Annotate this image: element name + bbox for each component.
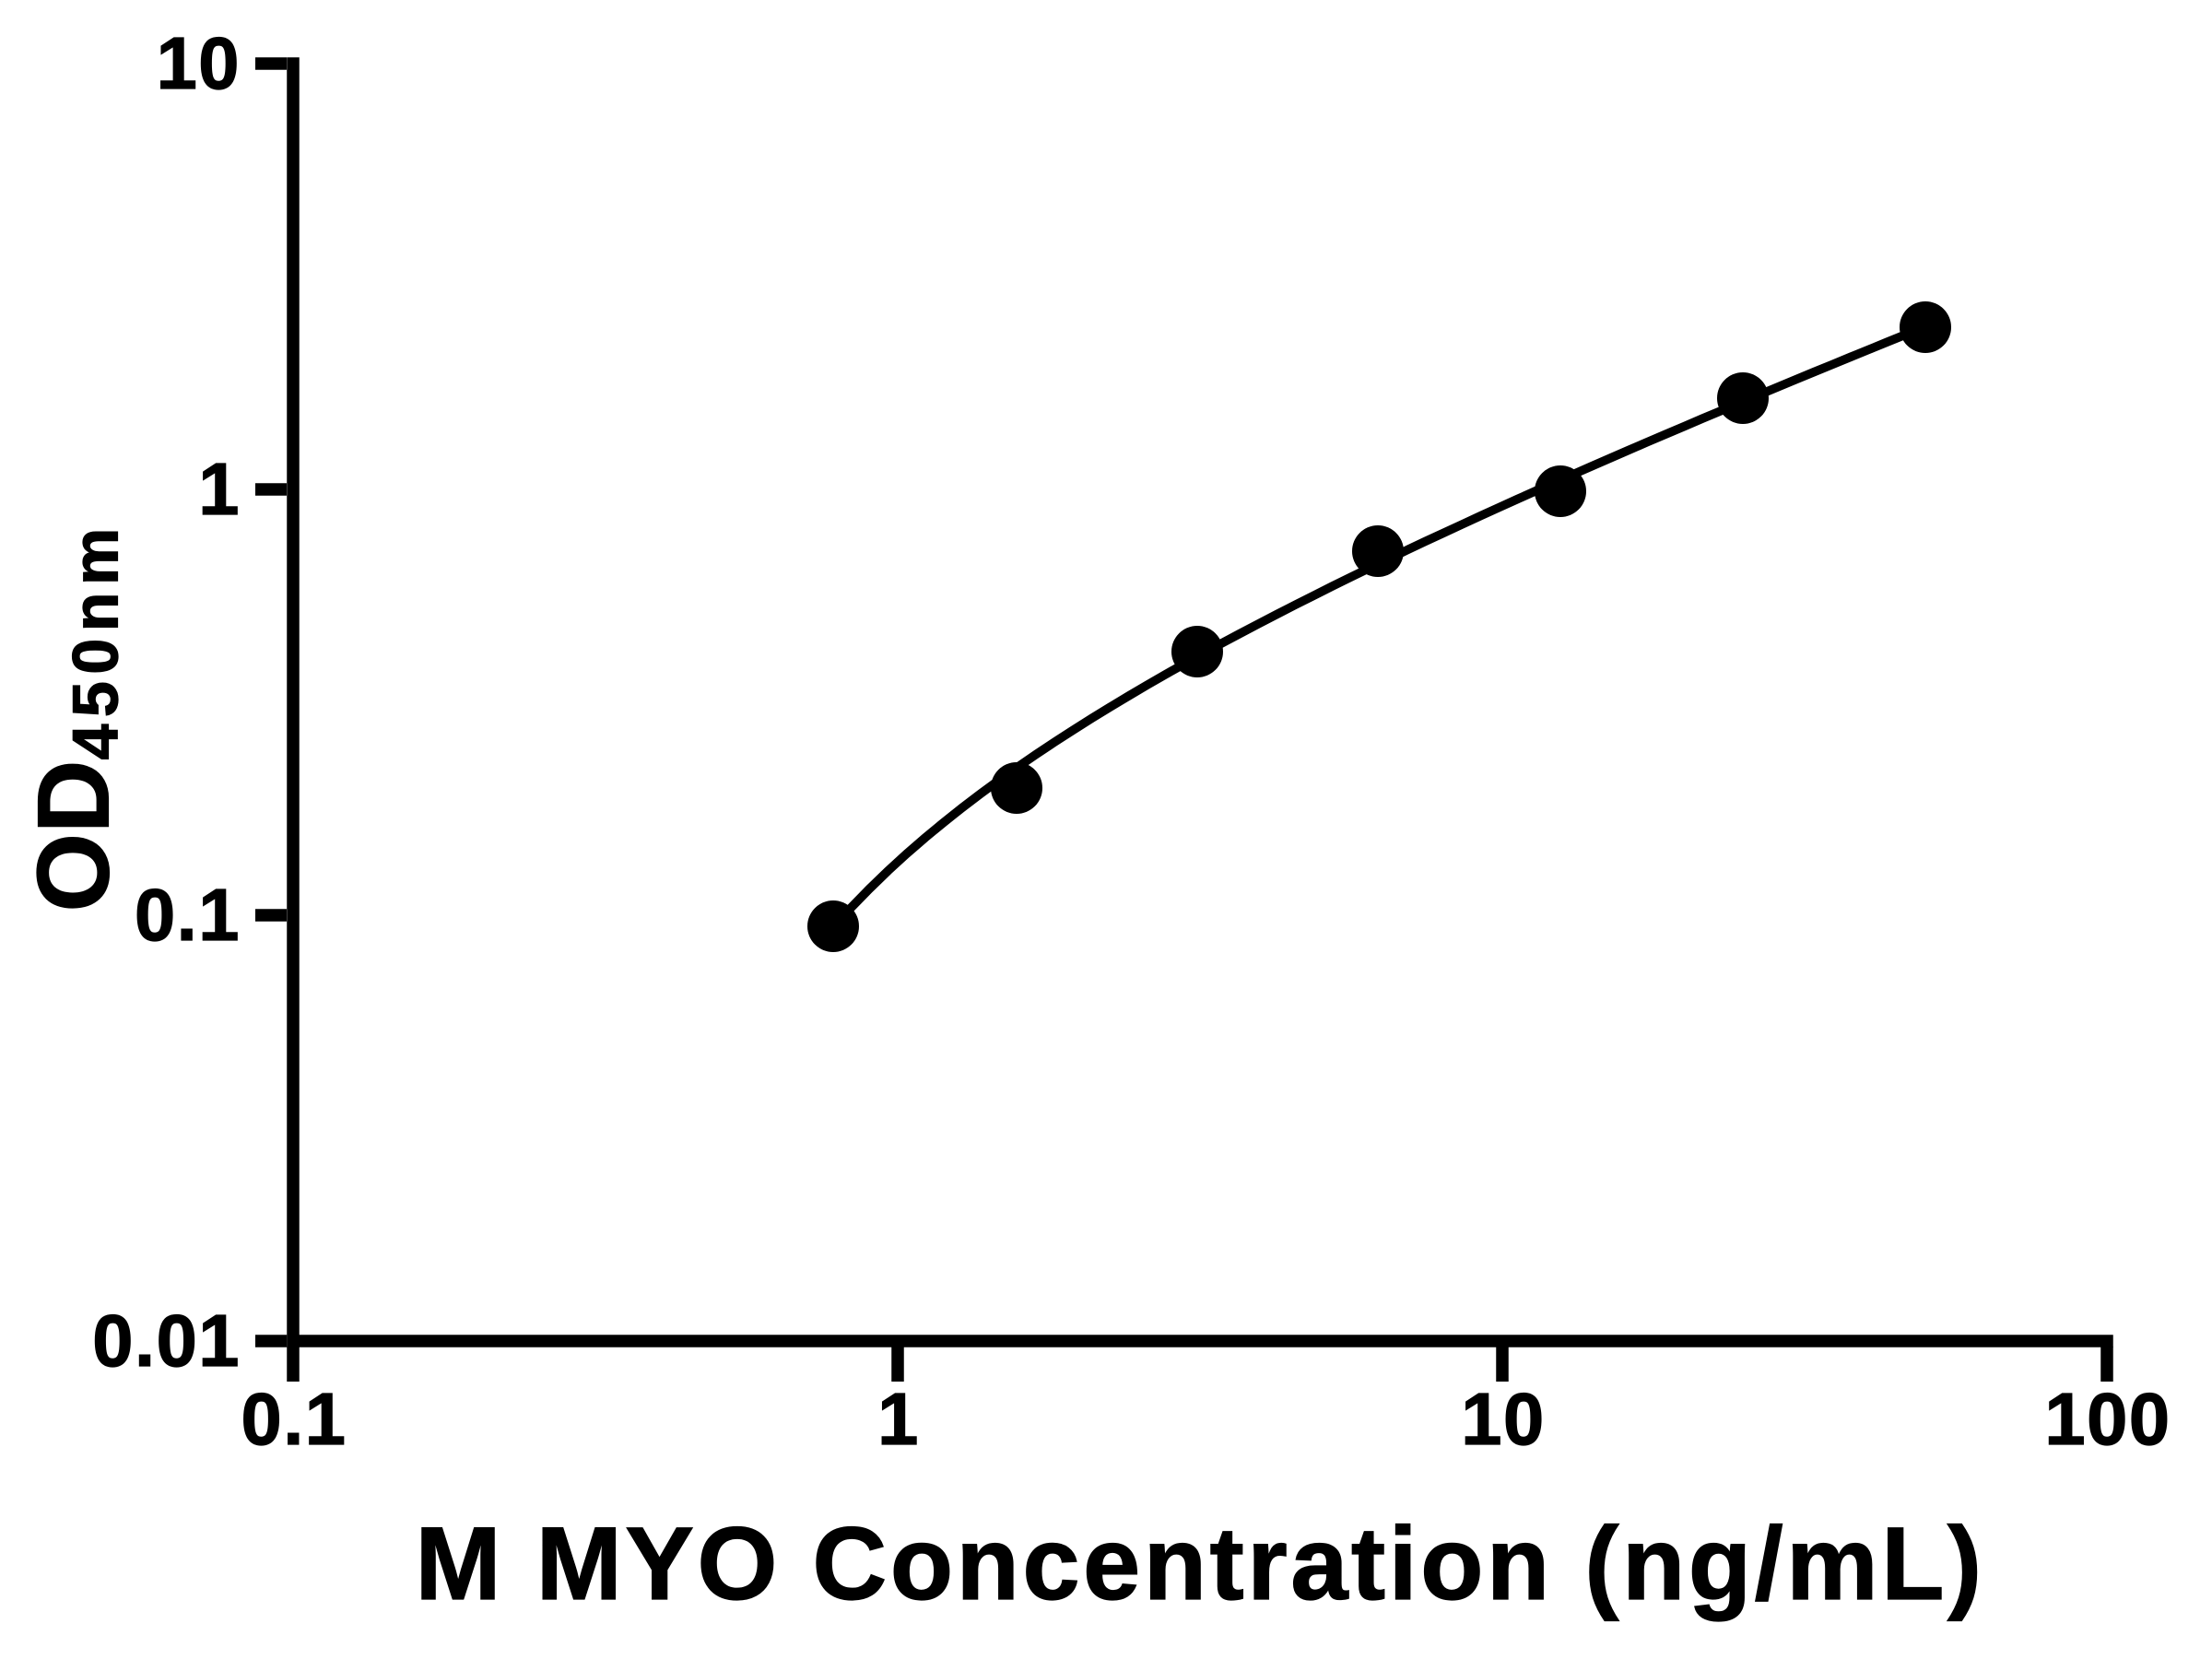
svg-text:1: 1 — [198, 448, 241, 530]
svg-text:100: 100 — [2044, 1378, 2171, 1460]
svg-text:10: 10 — [1461, 1378, 1545, 1460]
svg-text:1: 1 — [877, 1378, 920, 1460]
svg-text:M MYO Concentration (ng/mL): M MYO Concentration (ng/mL) — [415, 1506, 1984, 1621]
svg-text:0.01: 0.01 — [92, 1300, 241, 1382]
svg-text:0.1: 0.1 — [135, 874, 241, 956]
svg-text:10: 10 — [157, 22, 241, 104]
svg-text:0.1: 0.1 — [241, 1378, 347, 1460]
